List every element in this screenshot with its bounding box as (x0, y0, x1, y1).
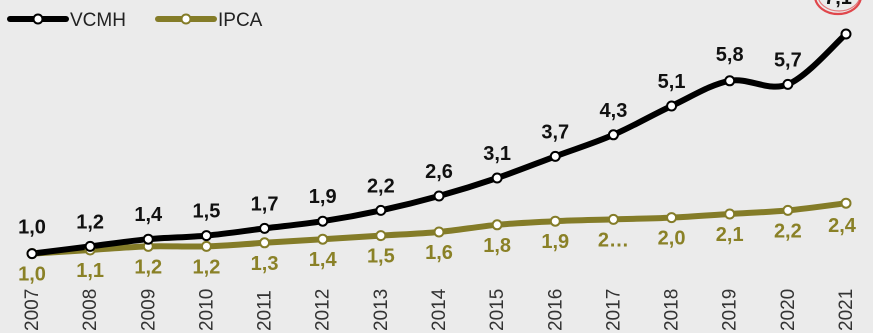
vcmh-point (607, 129, 619, 141)
vcmh-data-label: 5,1 (658, 71, 686, 93)
ipca-point (317, 233, 329, 245)
x-tick-label: 2008 (80, 289, 101, 331)
vcmh-data-label: 1,5 (193, 201, 221, 223)
x-tick-label: 2009 (138, 289, 159, 331)
ipca-data-label: 1,2 (193, 256, 221, 278)
vcmh-point (666, 100, 678, 112)
ipca-data-label: 2… (598, 229, 629, 251)
ipca-data-label: 2,1 (716, 224, 744, 246)
vcmh-point (142, 233, 154, 245)
vcmh-point (433, 190, 445, 202)
vcmh-point (26, 248, 38, 260)
vcmh-data-label: 5,8 (716, 44, 744, 66)
vcmh-data-label: 2,2 (367, 175, 395, 197)
ipca-point (491, 219, 503, 231)
vcmh-point (317, 215, 329, 227)
x-tick-label: 2010 (196, 289, 217, 331)
ipca-data-label: 1,2 (134, 256, 162, 278)
vcmh-line (29, 31, 849, 257)
ipca-point (607, 213, 619, 225)
ipca-point (666, 212, 678, 224)
vcmh-data-label: 7,1 (824, 0, 852, 9)
ipca-data-label: 2,2 (774, 220, 802, 242)
ipca-point (782, 204, 794, 216)
ipca-data-label: 1,8 (483, 235, 511, 257)
ipca-data-label: 1,9 (541, 231, 569, 253)
x-tick-label: 2020 (778, 289, 799, 331)
ipca-data-label: 2,4 (828, 215, 857, 237)
x-tick-label: 2018 (662, 289, 683, 331)
vcmh-data-label: 3,7 (541, 121, 569, 143)
vcmh-data-label: 1,4 (134, 204, 163, 226)
ipca-point (549, 215, 561, 227)
vcmh-legend-label: VCMH (70, 10, 126, 31)
vcmh-point (84, 240, 96, 252)
vcmh-data-label: 1,9 (309, 186, 337, 208)
x-tick-label: 2016 (545, 289, 566, 331)
x-tick-label: 2014 (429, 288, 450, 331)
vcmh-legend-marker (32, 13, 44, 25)
x-tick-label: 2011 (255, 290, 276, 331)
x-tick-label: 2013 (371, 289, 392, 331)
vcmh-point (724, 75, 736, 87)
vcmh-point (840, 28, 852, 40)
x-tick-label: 2017 (603, 289, 624, 331)
ipca-point (259, 237, 271, 249)
x-tick-label: 2021 (836, 289, 857, 331)
vcmh-data-label: 4,3 (600, 100, 628, 122)
ipca-legend-marker (180, 13, 192, 25)
highlight-ring (818, 0, 860, 12)
highlight-ring (814, 0, 862, 16)
x-tick-label: 2015 (487, 289, 508, 331)
vcmh-point (375, 204, 387, 216)
vcmh-data-label: 5,7 (774, 49, 802, 71)
vcmh-data-label: 3,1 (483, 143, 511, 165)
x-tick-label: 2007 (22, 289, 43, 331)
ipca-point (724, 208, 736, 220)
vcmh-point (491, 172, 503, 184)
vcmh-data-label: 1,7 (251, 193, 279, 215)
vcmh-data-label: 1,0 (18, 217, 46, 239)
ipca-point (200, 240, 212, 252)
ipca-data-label: 1,3 (251, 253, 279, 275)
vcmh-data-label: 2,6 (425, 161, 453, 183)
x-tick-label: 2012 (313, 289, 334, 331)
vcmh-data-label: 1,2 (76, 211, 104, 233)
ipca-data-label: 1,1 (76, 260, 104, 282)
ipca-data-label: 1,6 (425, 242, 453, 264)
vcmh-point (259, 222, 271, 234)
ipca-legend-label: IPCA (218, 10, 263, 31)
ipca-point (840, 197, 852, 209)
ipca-point (433, 226, 445, 238)
x-tick-label: 2019 (720, 289, 741, 331)
ipca-point (375, 230, 387, 242)
ipca-data-label: 1,5 (367, 246, 395, 268)
vcmh-point (200, 230, 212, 242)
ipca-data-label: 1,0 (18, 264, 46, 286)
vcmh-point (782, 78, 794, 90)
vcmh-point (549, 150, 561, 162)
ipca-data-label: 1,4 (309, 249, 338, 271)
ipca-data-label: 2,0 (658, 228, 686, 250)
